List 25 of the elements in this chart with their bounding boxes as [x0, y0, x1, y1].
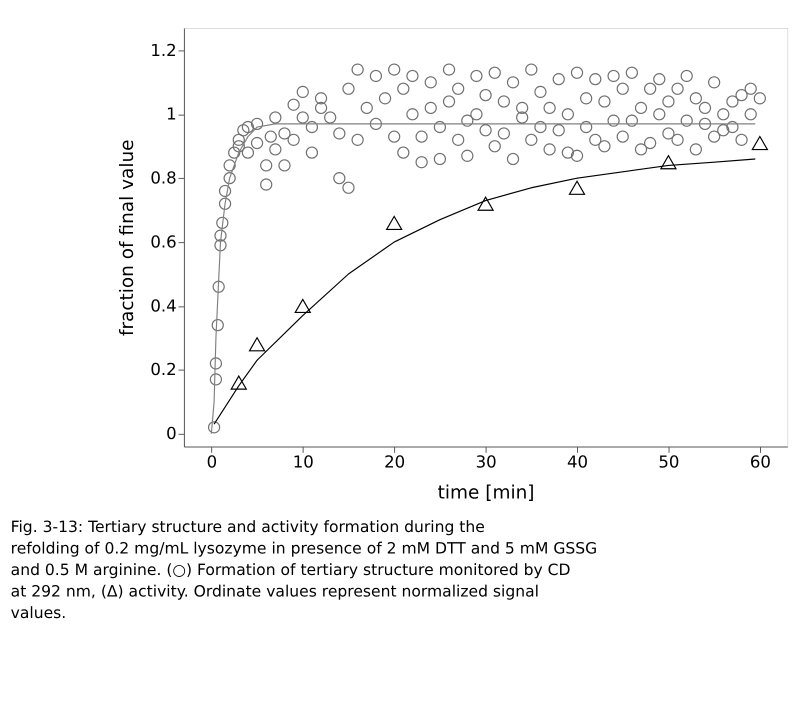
x-axis-title: time [min]: [438, 482, 535, 504]
y-tick-label: 0.8: [150, 168, 177, 188]
caption: Fig. 3-13: Tertiary structure and activity formation during the refolding of 0.2 mg/mL lysozyme in presence of 2 mM DTT and 5 mM GSSG and 0.5 M arginine. (○) Formation of tertiary structure monitored by CD at 292 nm, (Δ) activity. Ordinate values represent normalized signal values.: [10, 518, 598, 622]
y-tick-label: 0.4: [150, 296, 177, 316]
y-tick-label: 0: [166, 424, 177, 444]
y-tick-label: 1: [166, 104, 177, 124]
point: [477, 196, 494, 211]
y-tick-label: 0.2: [150, 360, 177, 380]
x-tick-label: 30: [476, 452, 497, 472]
x-tick-label: 50: [658, 452, 680, 472]
x-tick-label: 20: [384, 452, 406, 472]
x-tick-label: 40: [566, 452, 588, 472]
point: [386, 216, 402, 230]
point: [752, 136, 768, 150]
x-tick-label: 0: [206, 452, 218, 472]
y-tick-label: 0.6: [150, 232, 177, 252]
point: [248, 337, 266, 352]
y-axis-title: fraction of final value: [116, 139, 138, 336]
point: [568, 180, 586, 195]
point: [294, 298, 311, 314]
point: [660, 155, 677, 170]
y-tick-label: 1.2: [150, 40, 177, 60]
point: [230, 375, 247, 390]
x-tick-label: 60: [750, 452, 771, 472]
x-tick-label: 10: [292, 452, 314, 472]
